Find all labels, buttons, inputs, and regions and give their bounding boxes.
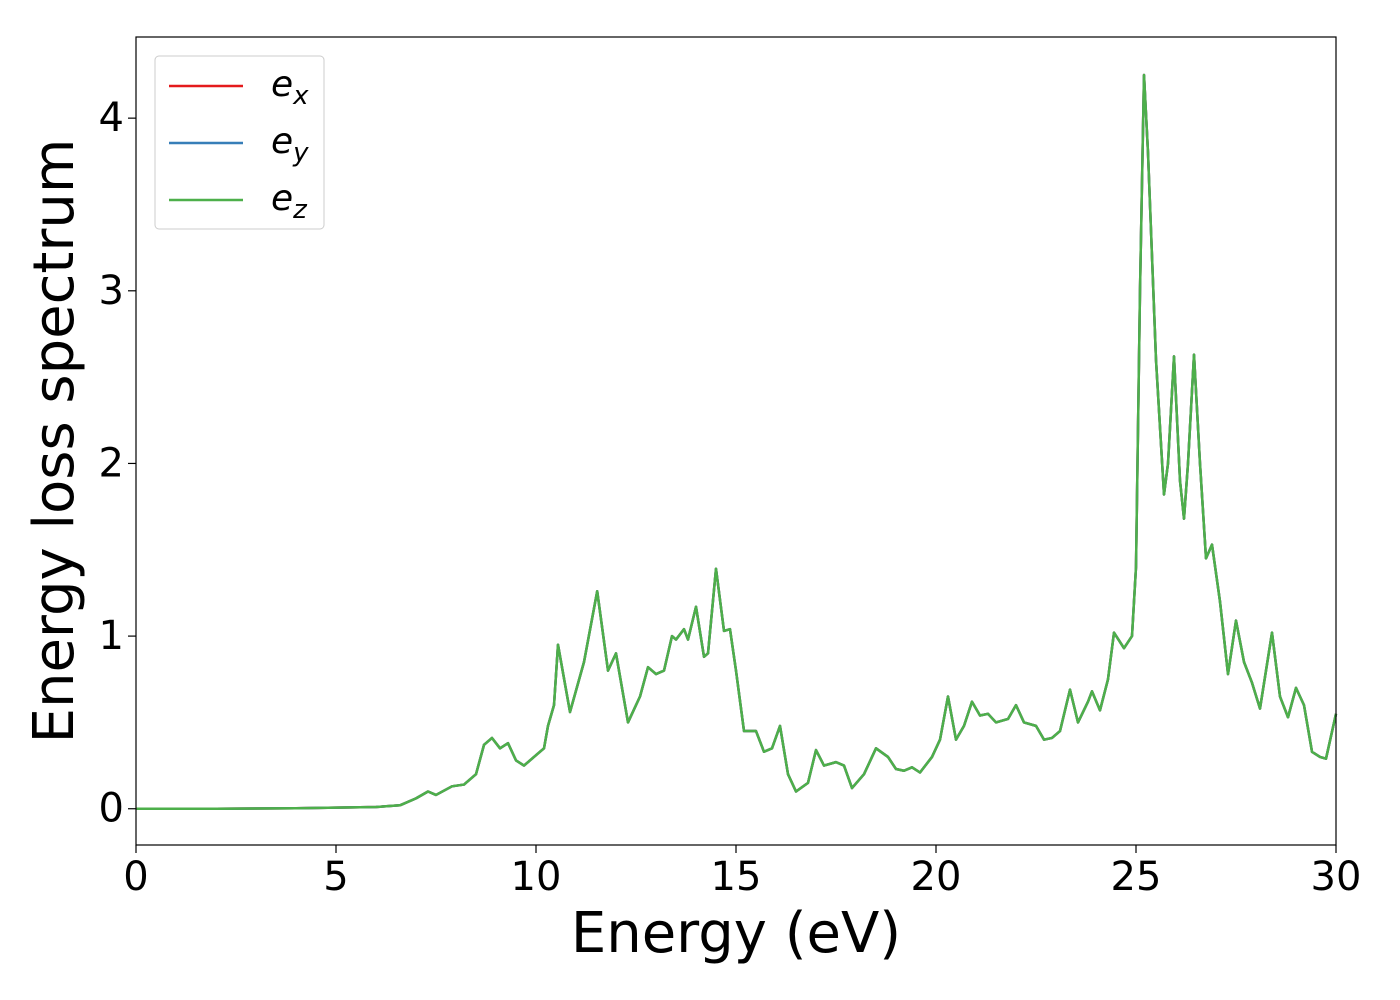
legend-label: ey (271, 121, 309, 168)
y-tick-label: 1 (99, 613, 124, 659)
legend-name: e (271, 121, 293, 162)
plot-frame (135, 36, 1337, 846)
x-tick-label: 5 (323, 854, 348, 900)
plot-area (136, 37, 1336, 845)
legend-subscript: x (292, 81, 309, 111)
y-axis-label: Energy loss spectrum (22, 139, 87, 744)
legend-label: ex (271, 64, 309, 111)
x-tick-label: 30 (1311, 854, 1362, 900)
legend-name: e (271, 64, 293, 105)
x-tick-label: 25 (1111, 854, 1162, 900)
y-tick-label: 0 (99, 786, 124, 832)
y-tick-label: 3 (99, 268, 124, 314)
y-tick-label: 4 (99, 95, 124, 141)
legend-subscript: y (292, 138, 309, 168)
legend-label: ez (271, 178, 308, 225)
x-axis-label: Energy (eV) (571, 901, 901, 966)
x-tick-label: 0 (123, 854, 148, 900)
x-tick-label: 15 (711, 854, 762, 900)
legend-subscript: z (292, 195, 308, 225)
legend-name: e (271, 178, 293, 219)
x-tick-label: 20 (911, 854, 962, 900)
y-tick-label: 2 (99, 440, 124, 486)
x-tick-label: 10 (511, 854, 562, 900)
series-line (136, 73, 1338, 810)
